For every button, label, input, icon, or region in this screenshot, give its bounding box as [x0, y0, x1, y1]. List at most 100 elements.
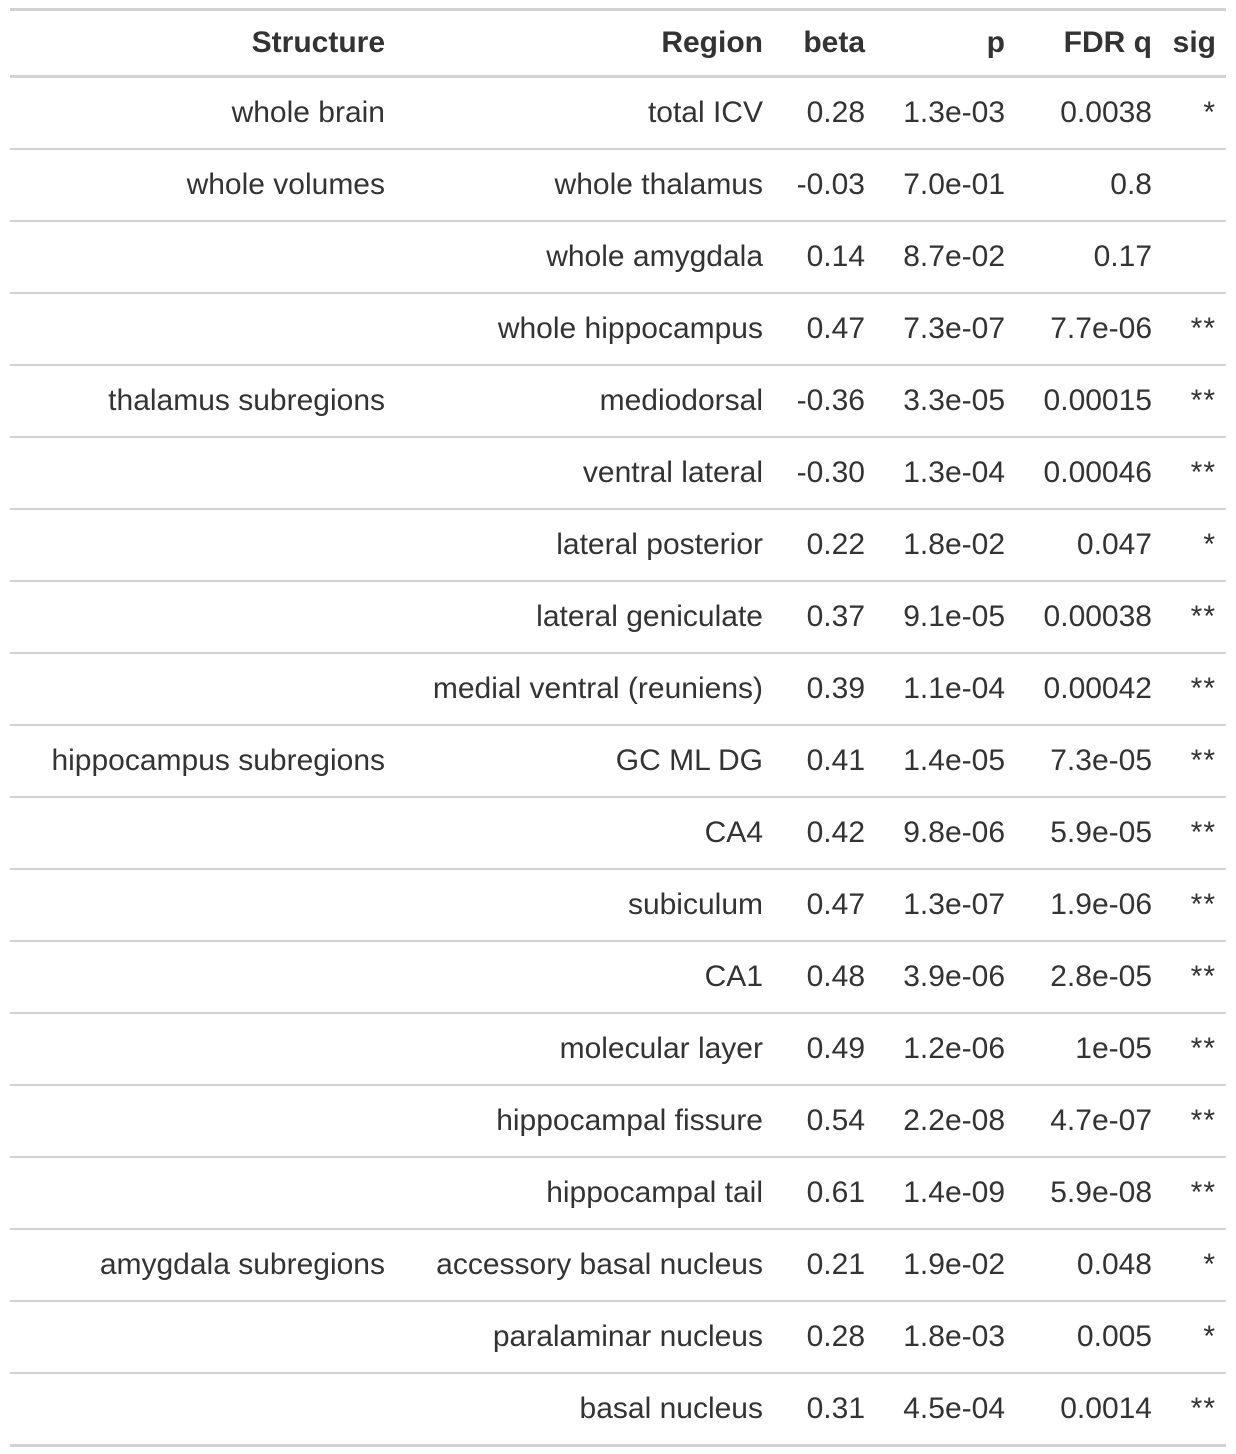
cell-beta: -0.30	[773, 437, 875, 510]
cell-fdr-q: 5.9e-05	[1015, 797, 1162, 870]
cell-fdr-q: 0.047	[1015, 509, 1162, 582]
cell-p: 4.5e-04	[903, 1392, 1005, 1425]
results-table-container: Structure Region beta p FDR q sig whole …	[10, 8, 1226, 1447]
cell-structure	[10, 293, 395, 366]
cell-sig	[1162, 221, 1226, 294]
cell-sig: **	[1162, 725, 1226, 798]
cell-region: medial ventral (reuniens)	[395, 653, 773, 726]
cell-fdr-q: 7.3e-05	[1015, 725, 1162, 798]
cell-region: CA4	[395, 797, 773, 870]
cell-structure	[10, 1157, 395, 1230]
table-row: hippocampal tail 0.61 1.4e-09 5.9e-08 **	[10, 1157, 1226, 1230]
cell-region: lateral posterior	[395, 509, 773, 582]
cell-sig: **	[1162, 437, 1226, 510]
cell-sig: **	[1162, 581, 1226, 654]
table-row: lateral geniculate 0.37 9.1e-05 0.00038 **	[10, 581, 1226, 654]
cell-p: 3.3e-05	[875, 365, 1015, 438]
cell-region: total ICV	[395, 76, 773, 150]
table-body: whole brain total ICV 0.28 1.3e-03 0.0038 * wh…	[10, 76, 1226, 1446]
cell-structure: whole brain	[10, 76, 395, 150]
cell-region: lateral geniculate	[395, 581, 773, 654]
cell-beta: 0.49	[773, 1013, 875, 1086]
cell-structure: thalamus subregions	[10, 365, 395, 438]
table-row: ventral lateral -0.30 1.3e-04 0.00046 **	[10, 437, 1226, 510]
cell-fdr-q: 0.0038	[1015, 76, 1162, 150]
cell-p: 1.3e-03	[875, 76, 1015, 150]
cell-region: whole hippocampus	[395, 293, 773, 366]
table-row: lateral posterior 0.22 1.8e-02 0.047 *	[10, 509, 1226, 582]
cell-structure	[10, 1301, 395, 1374]
cell-fdr-q: 1.9e-06	[1015, 869, 1162, 942]
cell-p: 1.1e-04	[875, 653, 1015, 726]
cell-fdr-q: 5.9e-08	[1015, 1157, 1162, 1230]
cell-sig: **	[1162, 365, 1226, 438]
cell-p: 1.9e-02	[875, 1229, 1015, 1302]
cell-structure	[10, 869, 395, 942]
table-row: CA4 0.42 9.8e-06 5.9e-05 **	[10, 797, 1226, 870]
cell-structure	[10, 437, 395, 510]
cell-region: accessory basal nucleus	[395, 1229, 773, 1302]
cell-beta: 0.61	[773, 1157, 875, 1230]
table-row: whole volumes whole thalamus -0.03 7.0e-01 0…	[10, 149, 1226, 222]
cell-region: whole amygdala	[395, 221, 773, 294]
table-row: amygdala subregions accessory basal nucle…	[10, 1229, 1226, 1302]
cell-structure: whole volumes	[10, 149, 395, 222]
cell-p: 7.0e-01	[875, 149, 1015, 222]
cell-beta: 0.39	[773, 653, 875, 726]
cell-sig: *	[1162, 509, 1226, 582]
table-row: hippocampus subregions GC ML DG 0.41 1.4e-0…	[10, 725, 1226, 798]
cell-region: hippocampal fissure	[395, 1085, 773, 1158]
header-structure: Structure	[10, 9, 395, 78]
cell-beta: 0.22	[773, 509, 875, 582]
cell-beta: 0.31	[806, 1392, 865, 1425]
cell-sig: **	[1162, 797, 1226, 870]
cell-region: whole thalamus	[395, 149, 773, 222]
cell-structure	[10, 221, 395, 294]
cell-sig: **	[1162, 1157, 1226, 1230]
cell-fdr-q: 0.00042	[1015, 653, 1162, 726]
cell-sig: **	[1162, 869, 1226, 942]
cell-p: 9.1e-05	[875, 581, 1015, 654]
cell-fdr-q: 0.8	[1015, 149, 1162, 222]
table-row: medial ventral (reuniens) 0.39 1.1e-04 0.00…	[10, 653, 1226, 726]
cell-sig: **	[1162, 293, 1226, 366]
cell-fdr-q: 4.7e-07	[1015, 1085, 1162, 1158]
cell-p: 9.8e-06	[875, 797, 1015, 870]
table-row: hippocampal fissure 0.54 2.2e-08 4.7e-07 **	[10, 1085, 1226, 1158]
header-beta: beta	[773, 9, 875, 78]
table-row: molecular layer 0.49 1.2e-06 1e-05 **	[10, 1013, 1226, 1086]
table-row: whole amygdala 0.14 8.7e-02 0.17	[10, 221, 1226, 294]
cell-sig: *	[1162, 76, 1226, 150]
cell-p: 1.4e-05	[875, 725, 1015, 798]
cell-p: 1.4e-09	[875, 1157, 1015, 1230]
cell-structure	[10, 653, 395, 726]
table-row: thalamus subregions mediodorsal -0.36 3.3e-…	[10, 365, 1226, 438]
cell-beta: 0.54	[773, 1085, 875, 1158]
cell-beta: 0.28	[773, 1301, 875, 1374]
cell-fdr-q: 7.7e-06	[1015, 293, 1162, 366]
cell-structure	[10, 941, 395, 1014]
cell-structure	[10, 1085, 395, 1158]
cell-fdr-q: 0.17	[1015, 221, 1162, 294]
cell-beta: -0.36	[773, 365, 875, 438]
table-row: CA1 0.48 3.9e-06 2.8e-05 **	[10, 941, 1226, 1014]
cell-sig: **	[1162, 1085, 1226, 1158]
cell-p: 3.9e-06	[875, 941, 1015, 1014]
table-row: basal nucleus 0.31 4.5e-04 0.0014 **	[10, 1373, 1226, 1446]
cell-fdr-q: 0.00015	[1015, 365, 1162, 438]
cell-sig	[1162, 149, 1226, 222]
header-sig: sig	[1162, 9, 1226, 78]
cell-beta: 0.47	[773, 293, 875, 366]
cell-fdr-q: 0.0014	[1060, 1392, 1152, 1425]
cell-region: hippocampal tail	[395, 1157, 773, 1230]
cell-p: 1.3e-07	[875, 869, 1015, 942]
cell-region: GC ML DG	[395, 725, 773, 798]
cell-region: basal nucleus	[579, 1392, 763, 1425]
cell-structure	[10, 509, 395, 582]
cell-sig: **	[1162, 1013, 1226, 1086]
cell-structure	[10, 1013, 395, 1086]
cell-p: 7.3e-07	[875, 293, 1015, 366]
table-row: subiculum 0.47 1.3e-07 1.9e-06 **	[10, 869, 1226, 942]
cell-beta: 0.48	[773, 941, 875, 1014]
cell-fdr-q: 0.048	[1015, 1229, 1162, 1302]
